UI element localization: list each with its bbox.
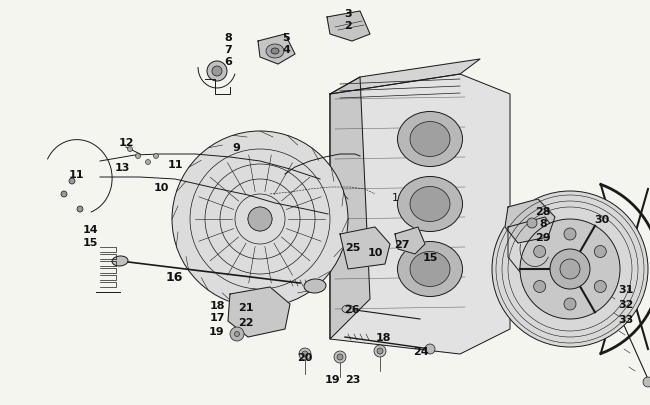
Polygon shape: [505, 200, 555, 243]
Circle shape: [77, 207, 83, 213]
Polygon shape: [330, 75, 510, 354]
Ellipse shape: [235, 332, 239, 337]
Text: 18: 18: [375, 332, 391, 342]
Circle shape: [534, 246, 546, 258]
Text: 16: 16: [165, 271, 183, 284]
Circle shape: [643, 377, 650, 387]
Polygon shape: [330, 78, 370, 339]
Text: 25: 25: [345, 243, 361, 252]
Circle shape: [127, 147, 133, 152]
Text: 24: 24: [413, 346, 429, 356]
Circle shape: [594, 281, 606, 293]
Circle shape: [564, 228, 576, 241]
Text: 1: 1: [391, 192, 398, 202]
Text: 15: 15: [83, 237, 98, 247]
Text: 19: 19: [325, 374, 341, 384]
Ellipse shape: [398, 112, 463, 167]
Text: 15: 15: [422, 252, 437, 262]
Ellipse shape: [398, 242, 463, 297]
Text: 10: 10: [367, 247, 383, 257]
Circle shape: [520, 220, 620, 319]
Text: 23: 23: [345, 374, 361, 384]
Text: 28: 28: [535, 207, 551, 216]
Circle shape: [212, 67, 222, 77]
Text: 14: 14: [82, 224, 98, 234]
Ellipse shape: [271, 49, 279, 55]
Text: 32: 32: [618, 299, 634, 309]
Circle shape: [492, 192, 648, 347]
Polygon shape: [258, 35, 295, 65]
Text: 6: 6: [224, 57, 232, 67]
Text: 29: 29: [535, 232, 551, 243]
Circle shape: [207, 62, 227, 82]
Text: 33: 33: [618, 314, 634, 324]
Text: 3: 3: [344, 9, 352, 19]
Ellipse shape: [410, 122, 450, 157]
Circle shape: [550, 249, 590, 289]
Polygon shape: [327, 12, 370, 42]
Text: 26: 26: [344, 304, 360, 314]
Text: 20: 20: [297, 352, 313, 362]
Text: 11: 11: [68, 170, 84, 179]
Ellipse shape: [112, 256, 128, 266]
Circle shape: [527, 218, 537, 228]
Text: 31: 31: [618, 284, 634, 294]
Circle shape: [135, 154, 140, 159]
Text: 30: 30: [594, 215, 610, 224]
Circle shape: [564, 298, 576, 310]
Circle shape: [377, 348, 383, 354]
Polygon shape: [395, 228, 425, 254]
Text: 2: 2: [344, 21, 352, 31]
Circle shape: [69, 179, 75, 185]
Text: 13: 13: [114, 162, 130, 173]
Circle shape: [337, 354, 343, 360]
Text: 4: 4: [282, 45, 290, 55]
Polygon shape: [330, 60, 480, 95]
Text: 18: 18: [209, 300, 225, 310]
Text: 5: 5: [282, 33, 290, 43]
Circle shape: [172, 132, 348, 307]
Text: 27: 27: [395, 239, 410, 249]
Text: 7: 7: [224, 45, 232, 55]
Ellipse shape: [398, 177, 463, 232]
Ellipse shape: [304, 279, 326, 293]
Polygon shape: [508, 217, 560, 277]
Text: 17: 17: [209, 312, 225, 322]
Circle shape: [334, 351, 346, 363]
Circle shape: [299, 348, 311, 360]
Text: 10: 10: [153, 183, 169, 192]
Circle shape: [534, 281, 546, 293]
Polygon shape: [228, 287, 290, 337]
Circle shape: [146, 160, 151, 165]
Text: 19: 19: [209, 326, 225, 336]
Text: 12: 12: [118, 138, 134, 148]
Circle shape: [302, 351, 308, 357]
Ellipse shape: [342, 305, 354, 313]
Circle shape: [153, 154, 159, 159]
Circle shape: [425, 344, 435, 354]
Circle shape: [594, 246, 606, 258]
Circle shape: [61, 192, 67, 198]
Circle shape: [560, 259, 580, 279]
Text: 21: 21: [239, 302, 254, 312]
Circle shape: [248, 207, 272, 231]
Ellipse shape: [410, 187, 450, 222]
Polygon shape: [340, 228, 390, 269]
Text: 8: 8: [539, 218, 547, 228]
Text: 22: 22: [239, 317, 254, 327]
Circle shape: [230, 327, 244, 341]
Text: 11: 11: [167, 160, 183, 170]
Circle shape: [374, 345, 386, 357]
Text: 9: 9: [232, 143, 240, 153]
Text: 8: 8: [224, 33, 232, 43]
Ellipse shape: [266, 45, 284, 59]
Ellipse shape: [410, 252, 450, 287]
